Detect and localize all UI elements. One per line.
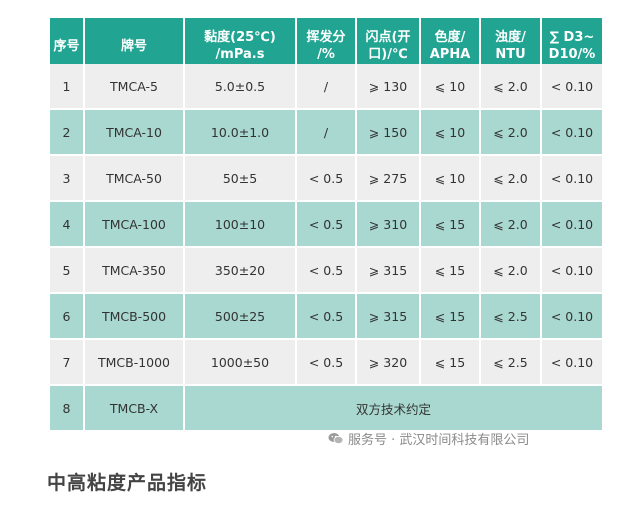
cell-index: 3 bbox=[50, 156, 83, 200]
cell-volatile: < 0.5 bbox=[297, 156, 355, 200]
cell-d3-d10: < 0.10 bbox=[542, 156, 602, 200]
cell-volatile: < 0.5 bbox=[297, 340, 355, 384]
cell-viscosity: 10.0±1.0 bbox=[185, 110, 295, 154]
cell-d3-d10: < 0.10 bbox=[542, 64, 602, 108]
cell-grade: TMCA-350 bbox=[85, 248, 183, 292]
cell-index: 8 bbox=[50, 386, 83, 430]
cell-color: ⩽ 10 bbox=[421, 110, 479, 154]
cell-grade: TMCA-5 bbox=[85, 64, 183, 108]
cell-color: ⩽ 15 bbox=[421, 248, 479, 292]
cell-d3-d10: < 0.10 bbox=[542, 110, 602, 154]
cell-flash-point: ⩾ 130 bbox=[357, 64, 419, 108]
cell-index: 1 bbox=[50, 64, 83, 108]
cell-volatile: / bbox=[297, 64, 355, 108]
cell-color: ⩽ 15 bbox=[421, 202, 479, 246]
cell-turbidity: ⩽ 2.0 bbox=[481, 110, 540, 154]
cell-viscosity: 350±20 bbox=[185, 248, 295, 292]
cell-color: ⩽ 10 bbox=[421, 64, 479, 108]
cell-volatile: < 0.5 bbox=[297, 202, 355, 246]
cell-color: ⩽ 10 bbox=[421, 156, 479, 200]
cell-index: 6 bbox=[50, 294, 83, 338]
cell-d3-d10: < 0.10 bbox=[542, 340, 602, 384]
cell-flash-point: ⩾ 275 bbox=[357, 156, 419, 200]
cell-flash-point: ⩾ 310 bbox=[357, 202, 419, 246]
cell-d3-d10: < 0.10 bbox=[542, 202, 602, 246]
watermark-text: 服务号 · 武汉时间科技有限公司 bbox=[348, 433, 530, 448]
cell-volatile: < 0.5 bbox=[297, 294, 355, 338]
cell-d3-d10: < 0.10 bbox=[542, 294, 602, 338]
cell-grade: TMCA-50 bbox=[85, 156, 183, 200]
cell-index: 5 bbox=[50, 248, 83, 292]
cell-flash-point: ⩾ 315 bbox=[357, 294, 419, 338]
cell-volatile: < 0.5 bbox=[297, 248, 355, 292]
cell-grade: TMCB-500 bbox=[85, 294, 183, 338]
cell-viscosity: 50±5 bbox=[185, 156, 295, 200]
spec-table: 序号 牌号 黏度(25℃) /mPa.s 挥发分 /% 闪点(开 口)/℃ 色度… bbox=[50, 18, 602, 430]
cell-color: ⩽ 15 bbox=[421, 294, 479, 338]
cell-index: 4 bbox=[50, 202, 83, 246]
cell-grade: TMCA-10 bbox=[85, 110, 183, 154]
cell-turbidity: ⩽ 2.0 bbox=[481, 64, 540, 108]
watermark: 服务号 · 武汉时间科技有限公司 bbox=[328, 429, 529, 448]
cell-turbidity: ⩽ 2.0 bbox=[481, 156, 540, 200]
cell-viscosity: 100±10 bbox=[185, 202, 295, 246]
cell-grade: TMCB-X bbox=[85, 386, 183, 430]
cell-volatile: / bbox=[297, 110, 355, 154]
cell-grade: TMCA-100 bbox=[85, 202, 183, 246]
cell-flash-point: ⩾ 315 bbox=[357, 248, 419, 292]
cell-d3-d10: < 0.10 bbox=[542, 248, 602, 292]
cell-viscosity: 5.0±0.5 bbox=[185, 64, 295, 108]
cell-grade: TMCB-1000 bbox=[85, 340, 183, 384]
cell-turbidity: ⩽ 2.0 bbox=[481, 248, 540, 292]
cell-turbidity: ⩽ 2.0 bbox=[481, 202, 540, 246]
wechat-icon bbox=[328, 432, 344, 445]
cell-turbidity: ⩽ 2.5 bbox=[481, 340, 540, 384]
cell-index: 7 bbox=[50, 340, 83, 384]
cell-color: ⩽ 15 bbox=[421, 340, 479, 384]
cell-index: 2 bbox=[50, 110, 83, 154]
cell-viscosity: 1000±50 bbox=[185, 340, 295, 384]
cell-technical-agreement: 双方技术约定 bbox=[185, 386, 602, 430]
cell-flash-point: ⩾ 150 bbox=[357, 110, 419, 154]
page-title: 中高粘度产品指标 bbox=[47, 472, 208, 494]
cell-turbidity: ⩽ 2.5 bbox=[481, 294, 540, 338]
cell-viscosity: 500±25 bbox=[185, 294, 295, 338]
cell-flash-point: ⩾ 320 bbox=[357, 340, 419, 384]
